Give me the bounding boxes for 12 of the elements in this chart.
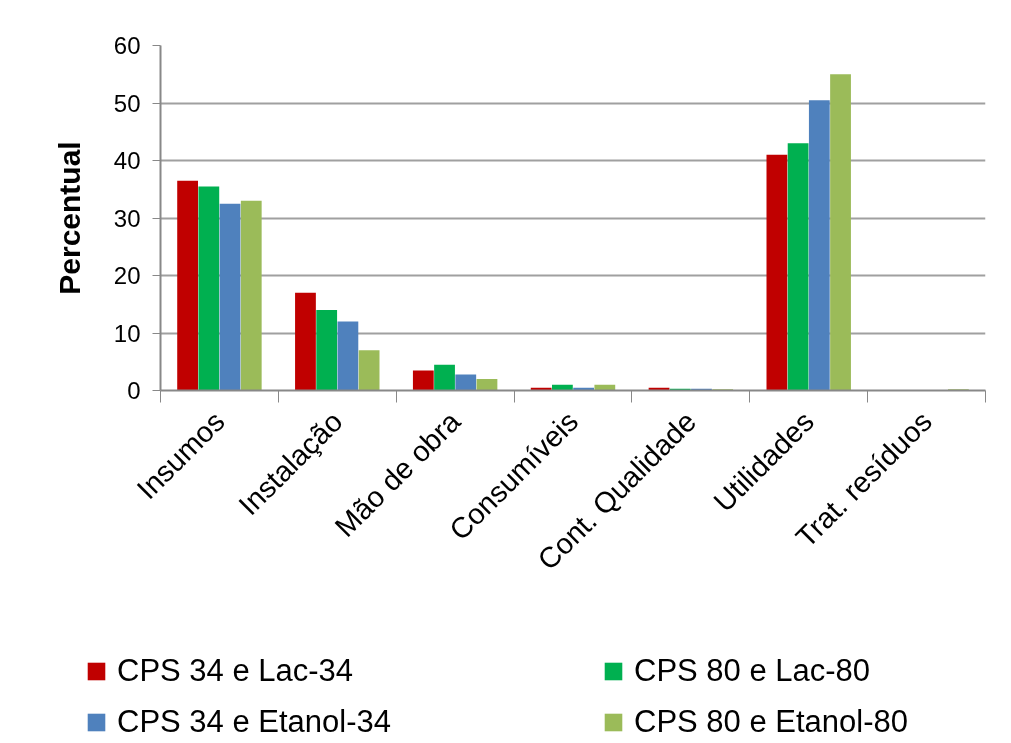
y-tick-label: 10 [113, 319, 141, 347]
legend-label: CPS 34 e Lac-34 [117, 653, 355, 689]
legend-label: CPS 80 e Etanol-80 [634, 704, 909, 740]
y-axis-title: Percentual [52, 141, 86, 295]
y-tick-label: 40 [113, 147, 141, 174]
y-tick-label: 30 [113, 204, 141, 232]
legend-label: CPS 34 e Etanol-34 [117, 704, 392, 740]
y-tick-label: 0 [127, 377, 141, 404]
y-tick-label: 60 [113, 32, 141, 59]
y-tick-label: 50 [113, 89, 141, 117]
y-tick-label: 20 [113, 262, 141, 289]
legend-label: CPS 80 e Lac-80 [634, 653, 872, 689]
